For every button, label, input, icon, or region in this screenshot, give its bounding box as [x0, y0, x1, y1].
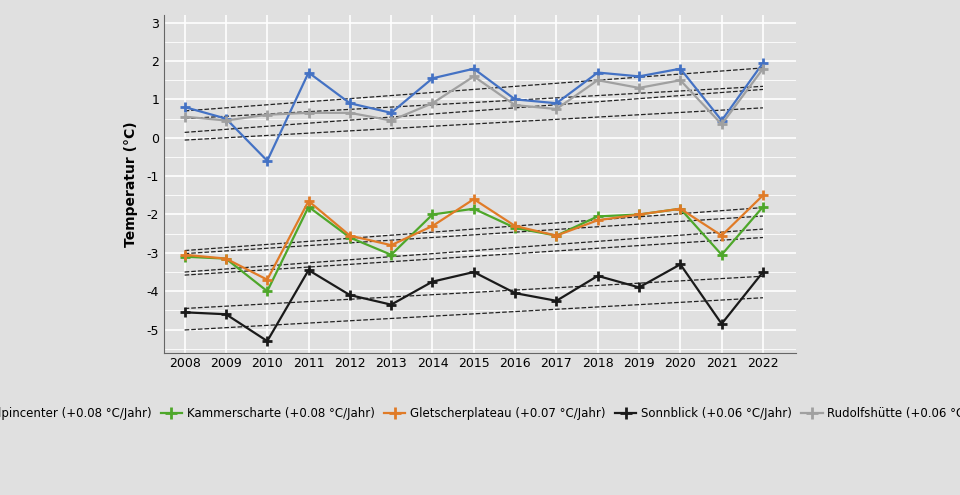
Legend: Alpincenter (+0.08 °C/Jahr), Kammerscharte (+0.08 °C/Jahr), Gletscherplateau (+0: Alpincenter (+0.08 °C/Jahr), Kammerschar…: [0, 402, 960, 425]
Y-axis label: Temperatur (°C): Temperatur (°C): [124, 121, 138, 247]
